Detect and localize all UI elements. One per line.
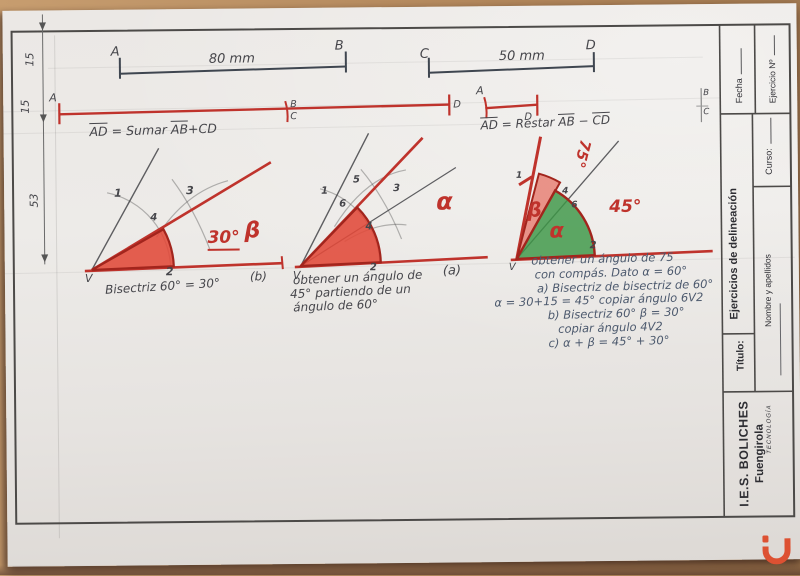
ca-point-3: 3 — [393, 184, 400, 194]
cb-point-4: 4 — [150, 213, 157, 223]
bc-note-b: B — [703, 89, 709, 98]
length-ab-label: 80 mm — [209, 52, 255, 65]
worksheet-paper: 15 15 53 A 80 mm B C 50 mm D A B C D AD … — [2, 3, 800, 567]
cb-angle-30: 30° — [207, 230, 239, 247]
photo-bottom-shadow — [0, 565, 800, 575]
titleblock-curso: Curso: — [762, 118, 775, 175]
cc-point-2: 2 — [590, 241, 597, 251]
camera-watermark-logo — [753, 534, 799, 568]
sum-point-b: B — [290, 100, 297, 110]
point-b-label: B — [335, 40, 344, 53]
cb-beta: β — [244, 220, 260, 242]
ejercicio-blank-line — [766, 36, 775, 56]
cc-beta: β — [527, 200, 542, 220]
titleblock-titulo: Título: — [735, 340, 748, 371]
ca-point-1: 1 — [321, 187, 328, 197]
cc-point-4: 4 — [562, 187, 568, 196]
titleblock-nombre: Nombre y apellidos — [762, 254, 773, 327]
margin-dim-53: 53 — [29, 193, 40, 207]
titleblock-header: Ejercicios de delineación — [727, 188, 742, 320]
sum-point-a: A — [49, 92, 57, 103]
cb-tag: (b) — [250, 270, 267, 282]
bc-note-c: C — [703, 108, 709, 117]
sum-point-d: D — [453, 100, 461, 110]
cc-point-6: 6 — [571, 201, 577, 210]
margin-dim-15a: 15 — [24, 53, 35, 67]
ca-point-6: 6 — [339, 200, 346, 210]
margin-dim-15b: 15 — [20, 100, 31, 114]
u-logo-icon — [753, 534, 799, 564]
length-cd-label: 50 mm — [499, 50, 545, 63]
ca-caption-3: ángulo de 60° — [293, 298, 378, 314]
cb-point-3: 3 — [186, 185, 194, 196]
cc-alpha: α — [549, 220, 564, 241]
point-c-label: C — [420, 48, 429, 61]
cc-vertex: V — [509, 263, 516, 273]
construction-a — [294, 132, 488, 267]
ca-alpha: α — [436, 190, 453, 214]
titleblock-school: I.E.S. BOLICHES Fuengirola TECNOLOGÍA — [736, 400, 775, 506]
school-city: Fuengirola — [752, 400, 767, 506]
sum-point-c: C — [290, 112, 297, 122]
cb-point-2: 2 — [166, 266, 174, 277]
titleblock-ejercicio: Ejercicio Nº — [766, 36, 778, 104]
school-name: I.E.S. BOLICHES — [736, 401, 753, 507]
cc-angle-45: 45° — [609, 199, 641, 216]
titleblock-fecha: Fecha — [733, 48, 746, 103]
sub-point-a: A — [476, 85, 484, 96]
ca-point-4: 4 — [365, 222, 372, 232]
cc-point-1: 1 — [516, 172, 522, 181]
point-d-label: D — [586, 39, 596, 52]
curso-blank-line — [762, 118, 771, 144]
margin-dimension-line — [39, 14, 48, 264]
cb-point-1: 1 — [114, 188, 122, 199]
ca-point-5: 5 — [353, 175, 360, 185]
ca-tag: (a) — [443, 264, 461, 277]
fecha-blank-line — [733, 48, 742, 74]
point-a-label: A — [111, 46, 120, 59]
construction-b — [84, 147, 283, 271]
school-dept: TECNOLOGÍA — [766, 400, 775, 506]
cb-vertex: V — [85, 273, 93, 284]
